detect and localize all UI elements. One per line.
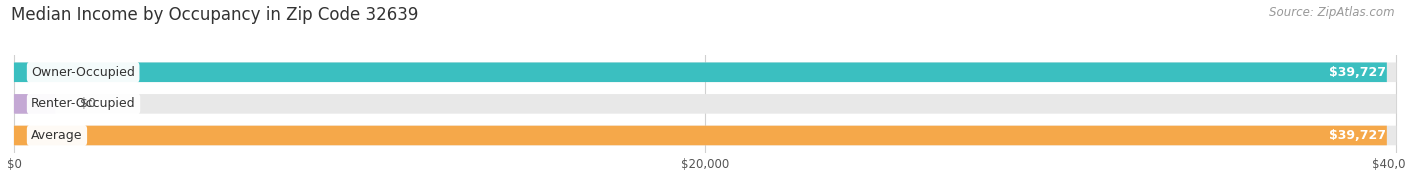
- Text: $39,727: $39,727: [1329, 66, 1386, 79]
- FancyBboxPatch shape: [14, 63, 1386, 82]
- FancyBboxPatch shape: [14, 94, 55, 114]
- Text: $39,727: $39,727: [1329, 129, 1386, 142]
- FancyBboxPatch shape: [14, 126, 1386, 145]
- Text: $0: $0: [80, 97, 96, 110]
- FancyBboxPatch shape: [14, 63, 1396, 82]
- FancyBboxPatch shape: [14, 126, 1396, 145]
- Text: Median Income by Occupancy in Zip Code 32639: Median Income by Occupancy in Zip Code 3…: [11, 6, 419, 24]
- FancyBboxPatch shape: [14, 94, 1396, 114]
- Text: Source: ZipAtlas.com: Source: ZipAtlas.com: [1270, 6, 1395, 19]
- Text: Average: Average: [31, 129, 83, 142]
- Text: Renter-Occupied: Renter-Occupied: [31, 97, 136, 110]
- Text: Owner-Occupied: Owner-Occupied: [31, 66, 135, 79]
